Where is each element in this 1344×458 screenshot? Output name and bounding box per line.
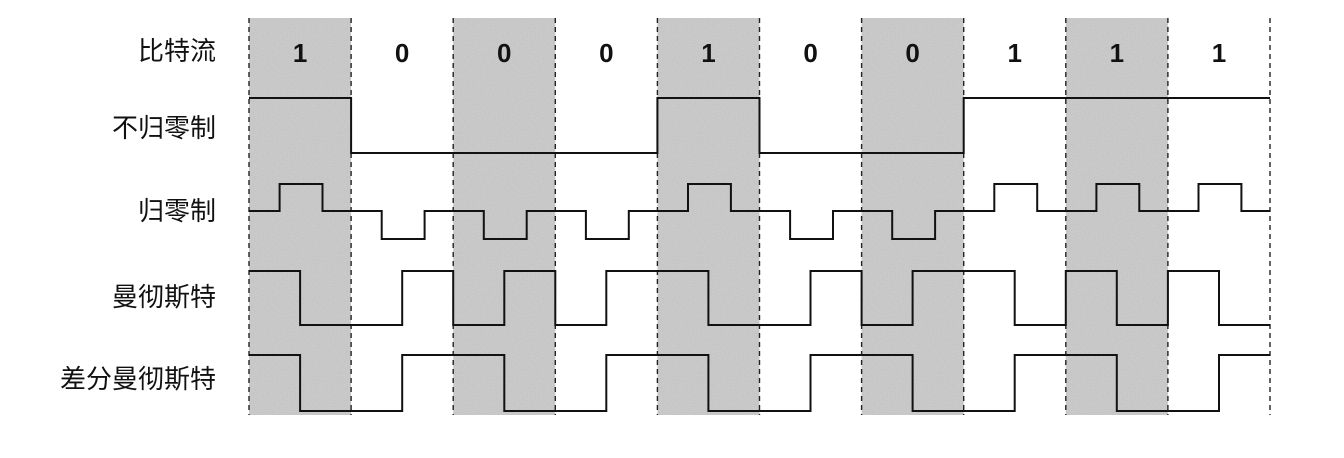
shaded-column-6 — [861, 18, 964, 415]
bit-value-5: 0 — [803, 38, 817, 68]
bit-value-4: 1 — [701, 38, 715, 68]
bit-value-1: 0 — [395, 38, 409, 68]
bit-value-2: 0 — [497, 38, 511, 68]
row-label-diff-manchester: 差分曼彻斯特 — [60, 365, 216, 395]
bit-value-7: 1 — [1008, 38, 1022, 68]
bit-value-6: 0 — [905, 38, 919, 68]
row-label-rz: 归零制 — [138, 197, 216, 227]
waveform-rz — [249, 183, 1270, 240]
waveform-diff-manchester — [249, 354, 1270, 412]
bit-value-0: 1 — [293, 38, 307, 68]
row-label-bitstream: 比特流 — [138, 37, 216, 67]
bit-value-3: 0 — [599, 38, 613, 68]
waveform-nrz — [249, 97, 1270, 154]
shaded-column-4 — [657, 18, 760, 415]
shaded-column-8 — [1065, 18, 1168, 415]
shaded-bit-columns — [249, 18, 1168, 415]
bit-value-8: 1 — [1110, 38, 1124, 68]
shaded-column-0 — [249, 18, 352, 415]
waveform-manchester — [249, 270, 1270, 326]
bit-value-9: 1 — [1212, 38, 1226, 68]
row-label-manchester: 曼彻斯特 — [112, 283, 216, 313]
row-label-nrz: 不归零制 — [112, 114, 216, 144]
shaded-column-2 — [453, 18, 556, 415]
bit-dividers — [248, 18, 1271, 415]
row-labels: 比特流 不归零制 归零制 曼彻斯特 差分曼彻斯特 — [60, 37, 216, 395]
bit-values: 1 0 0 0 1 0 0 1 1 1 — [293, 38, 1226, 68]
waveforms — [249, 97, 1270, 412]
